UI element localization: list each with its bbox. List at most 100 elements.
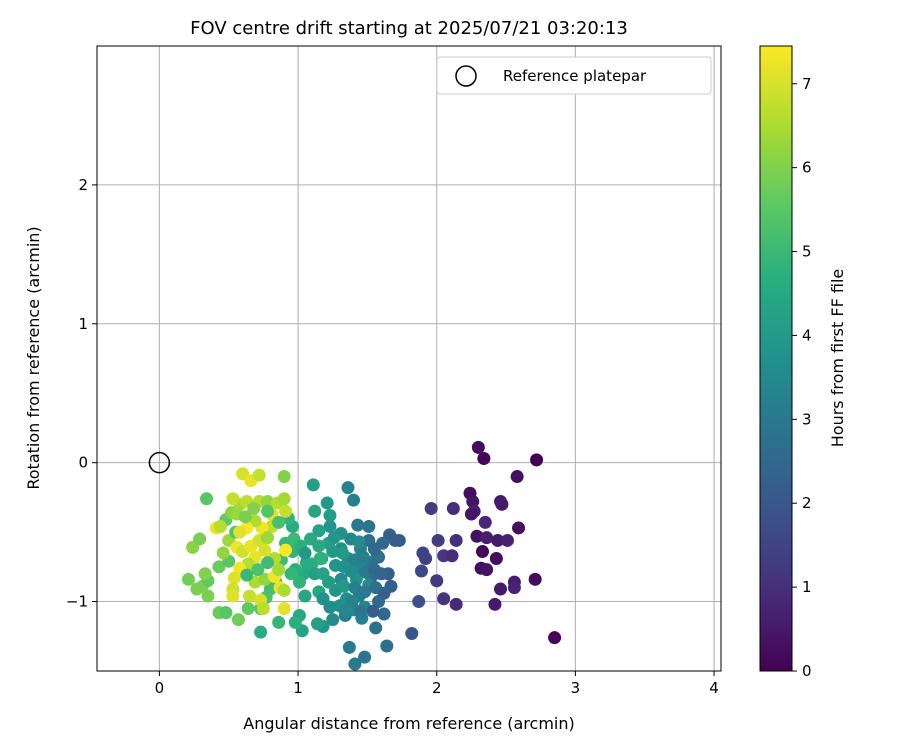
colorbar-tick-label: 7 — [802, 75, 812, 93]
legend-box — [436, 56, 712, 95]
data-point — [247, 502, 261, 515]
data-point — [377, 607, 391, 621]
data-point — [335, 546, 349, 560]
data-point — [312, 524, 326, 538]
data-point — [480, 563, 494, 577]
colorbar-tick-label: 5 — [802, 243, 812, 261]
data-point — [470, 529, 484, 543]
data-point — [243, 589, 257, 603]
y-tick-label: 1 — [78, 315, 88, 333]
data-point — [374, 567, 388, 581]
data-point — [279, 504, 293, 518]
colorbar-tick-label: 4 — [802, 326, 812, 344]
data-point — [353, 604, 367, 618]
data-point — [226, 492, 240, 506]
y-tick-label: −1 — [66, 593, 88, 611]
data-point — [431, 533, 445, 547]
data-point — [348, 581, 362, 595]
data-point — [500, 533, 514, 547]
data-point — [226, 589, 240, 603]
plot-frame — [96, 45, 722, 672]
data-point — [414, 564, 428, 578]
data-point — [182, 572, 196, 586]
data-point — [198, 567, 212, 581]
data-point — [254, 625, 268, 639]
data-point — [347, 493, 361, 507]
data-point — [345, 595, 359, 609]
data-point — [261, 531, 275, 545]
data-point — [310, 617, 324, 631]
data-point — [446, 502, 460, 515]
data-point — [445, 549, 459, 563]
data-point — [213, 520, 227, 534]
colorbar-tick-label: 1 — [802, 578, 812, 596]
data-point — [277, 470, 291, 484]
data-point — [241, 602, 255, 615]
colorbar-tick-label: 3 — [802, 410, 812, 428]
data-point — [475, 545, 489, 559]
colorbar-tick-label: 0 — [802, 662, 812, 680]
data-point — [227, 571, 241, 585]
data-point — [388, 533, 402, 547]
data-point — [488, 597, 502, 611]
data-point — [352, 535, 366, 549]
data-point — [494, 582, 508, 596]
data-point — [362, 520, 376, 534]
data-point — [277, 583, 291, 597]
data-point — [412, 595, 426, 609]
data-point — [405, 627, 419, 640]
data-point — [367, 542, 381, 556]
data-point — [200, 492, 214, 506]
data-point — [272, 563, 286, 577]
data-point — [277, 492, 291, 506]
data-point — [306, 478, 320, 492]
data-point — [510, 470, 524, 484]
data-point — [261, 504, 275, 518]
data-point — [424, 502, 438, 515]
x-axis-ticks: 0 1 2 3 4 — [155, 671, 719, 697]
colorbar-ticks: 0 1 2 3 4 5 6 7 — [792, 75, 812, 680]
data-point — [369, 621, 383, 635]
x-tick-label: 3 — [571, 679, 581, 697]
data-point — [219, 606, 233, 620]
data-point — [356, 550, 370, 564]
data-point — [528, 572, 542, 586]
data-point — [495, 497, 509, 511]
data-point — [238, 510, 252, 524]
data-point — [338, 604, 352, 618]
data-point — [261, 495, 275, 509]
colorbar-tick-label: 6 — [802, 159, 812, 177]
data-point — [284, 567, 298, 581]
data-point — [277, 602, 291, 615]
data-point — [419, 552, 433, 565]
data-point — [530, 453, 544, 467]
data-point — [320, 496, 334, 510]
y-axis-ticks: −1 0 1 2 — [66, 176, 97, 611]
data-point — [304, 532, 318, 546]
data-point — [258, 543, 272, 557]
data-points — [182, 440, 562, 671]
x-tick-label: 0 — [155, 679, 165, 697]
y-axis-label: Rotation from reference (arcmin) — [24, 226, 43, 489]
y-tick-label: 0 — [78, 454, 88, 472]
data-point — [201, 589, 215, 603]
data-point — [358, 585, 372, 599]
data-point — [449, 533, 463, 547]
x-tick-label: 4 — [709, 679, 719, 697]
data-point — [548, 631, 562, 645]
data-point — [272, 615, 286, 629]
data-point — [478, 515, 492, 529]
data-point — [323, 600, 337, 614]
legend: Reference platepar — [436, 56, 712, 95]
data-point — [313, 552, 327, 565]
data-point — [272, 515, 286, 529]
data-point — [466, 495, 480, 509]
data-point — [377, 586, 391, 600]
data-point — [251, 563, 265, 577]
data-point — [326, 545, 340, 559]
data-point — [449, 597, 463, 611]
data-point — [233, 525, 247, 539]
colorbar-gradient — [759, 45, 793, 672]
data-point — [341, 481, 355, 495]
